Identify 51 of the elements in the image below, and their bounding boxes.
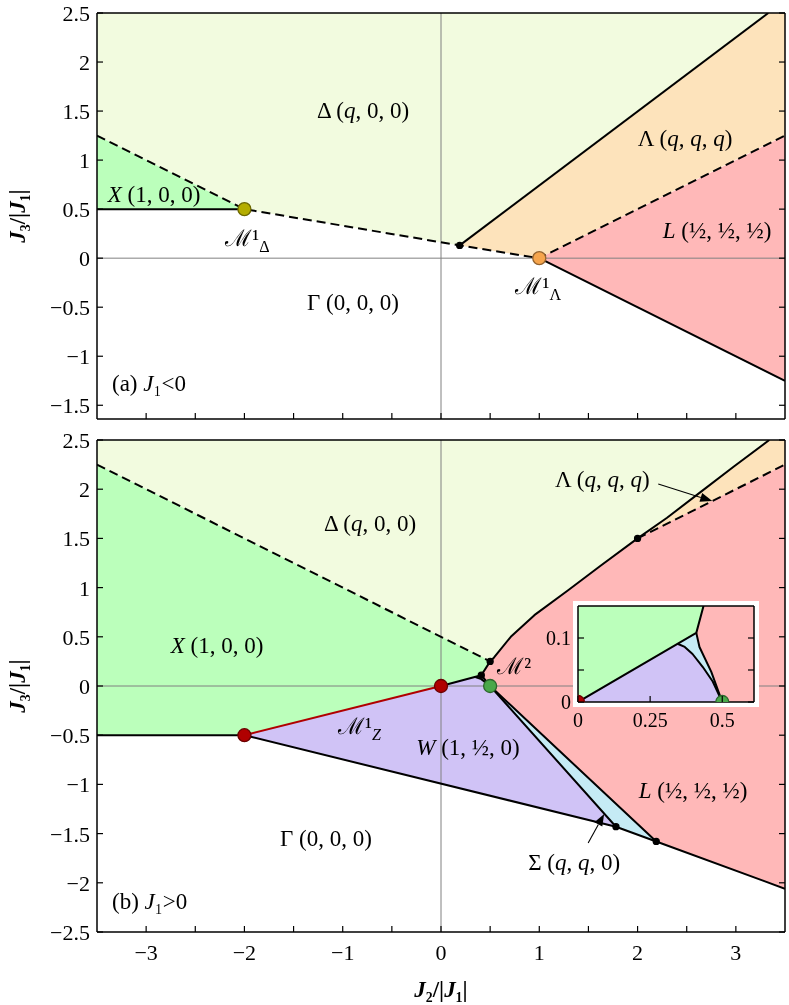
y-tick-label: 1 xyxy=(79,147,90,173)
y-tick-label: 2 xyxy=(79,476,90,502)
x-tick-label: 0.25 xyxy=(632,709,668,731)
y-tick-label: −1 xyxy=(66,771,90,797)
x-axis-title: J₂/|J₁| xyxy=(414,976,468,1002)
y-tick-label: −1 xyxy=(66,343,90,369)
y-tick-label: 1 xyxy=(79,575,90,601)
annotation: Γ (0, 0, 0) xyxy=(307,289,399,315)
x-tick-label: 0 xyxy=(435,939,447,965)
annotation: X (1, 0, 0) xyxy=(170,632,264,658)
x-tick-label: 2 xyxy=(632,939,644,965)
annotation: Λ (q, q, q) xyxy=(637,125,733,151)
x-tick-label: −2 xyxy=(232,939,257,965)
annotation: L (½, ½, ½) xyxy=(638,777,748,803)
y-tick-label: 1.5 xyxy=(62,525,90,551)
annotation: Λ (q, q, q) xyxy=(554,466,650,492)
y-tick-label: 2.5 xyxy=(62,427,90,453)
annotation: Σ (q, q, 0) xyxy=(528,849,621,875)
y-tick-label: −2.5 xyxy=(50,919,90,945)
y-tick-label: −1.5 xyxy=(50,392,90,418)
y-tick-label: 0.5 xyxy=(62,624,90,650)
y-tick-label: 1.5 xyxy=(62,98,90,124)
annotation: ℳ² xyxy=(496,653,532,679)
y-tick-label: 2.5 xyxy=(62,0,90,26)
y-tick-label: 0.5 xyxy=(62,196,90,222)
x-tick-label: 0.5 xyxy=(709,709,735,731)
annotation: W (1, ½, 0) xyxy=(416,734,520,760)
y-tick-label: 0 xyxy=(79,673,90,699)
annotation: Δ (q, 0, 0) xyxy=(316,97,410,123)
x-tick-label: −3 xyxy=(134,939,158,965)
x-tick-label: 3 xyxy=(730,939,742,965)
annotation: Γ (0, 0, 0) xyxy=(280,825,372,851)
annotation: X (1, 0, 0) xyxy=(107,181,201,207)
annotation: ℳ¹$_{Δ}$ xyxy=(224,225,270,256)
annotation: (b) J₁>0 xyxy=(112,888,188,914)
y-tick-label: −0.5 xyxy=(50,722,90,748)
y-tick-label: −0.5 xyxy=(50,294,90,320)
annotation: ℳ¹$_{Λ}$ xyxy=(514,273,562,304)
annotation: ℳ¹$_{Z}$ xyxy=(336,713,382,743)
y-tick-label: −2 xyxy=(66,870,90,896)
y-tick-label: 0 xyxy=(79,245,90,271)
y-axis-title: J₃/|J₁| xyxy=(4,189,30,243)
annotation: Δ (q, 0, 0) xyxy=(323,510,417,536)
x-tick-label: 1 xyxy=(533,939,545,965)
y-tick-label: 2 xyxy=(79,49,90,75)
y-tick-label: 0.1 xyxy=(546,627,571,649)
y-axis-title: J₃/|J₁| xyxy=(4,659,30,713)
x-tick-label: −1 xyxy=(331,939,355,965)
annotation: (a) J₁<0 xyxy=(112,370,186,396)
annotation: L (½, ½, ½) xyxy=(662,217,772,243)
y-tick-label: −1.5 xyxy=(50,821,90,847)
